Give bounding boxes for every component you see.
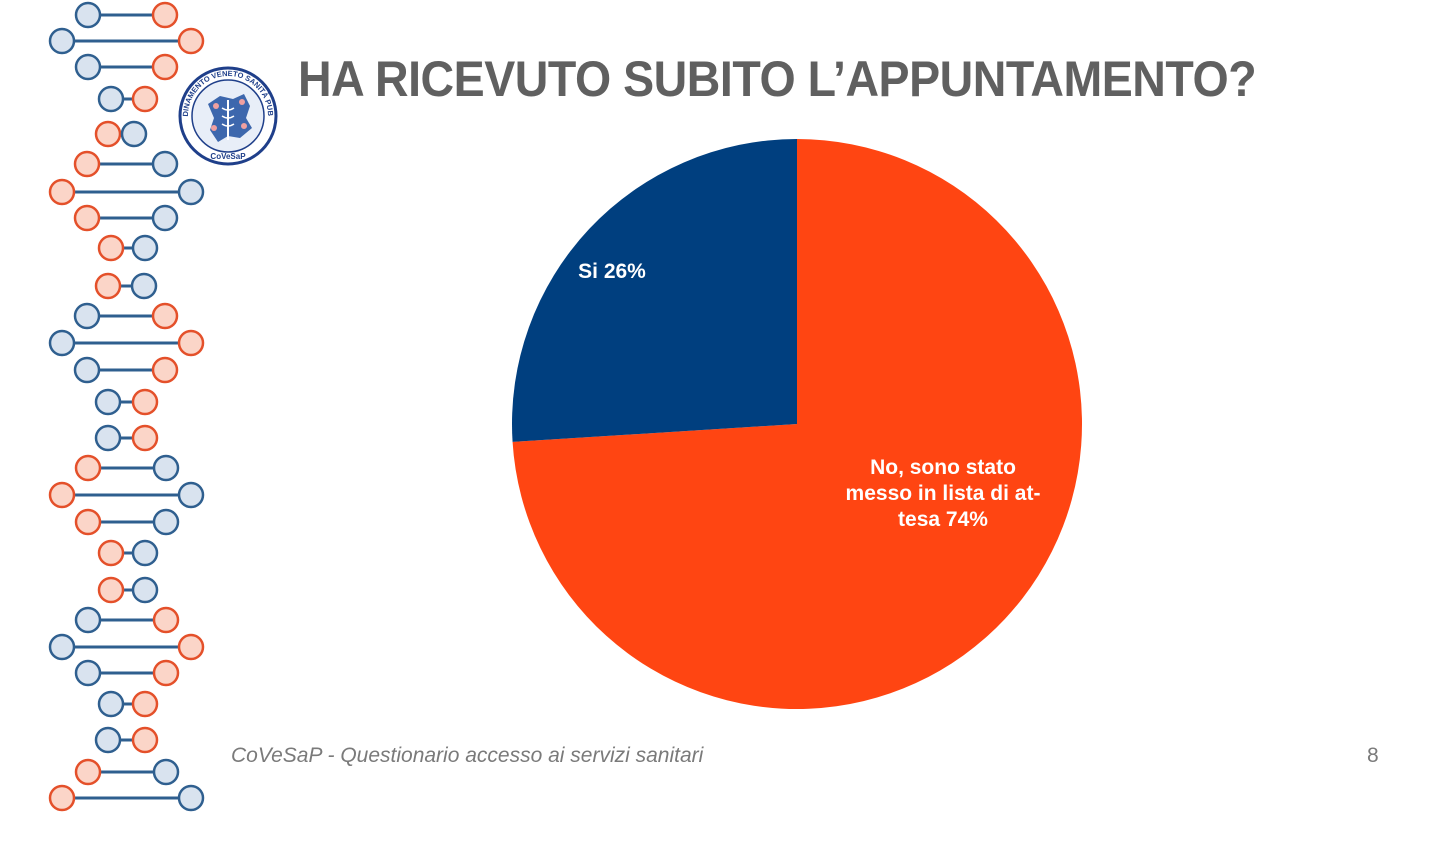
dna-bead (177, 784, 205, 812)
dna-bead (151, 1, 179, 29)
dna-bead (177, 633, 205, 661)
dna-bead (94, 388, 122, 416)
dna-bead (131, 234, 159, 262)
dna-bead (131, 85, 159, 113)
dna-bead (152, 454, 180, 482)
pie-label-line: No, sono stato (870, 456, 1016, 479)
dna-bead (131, 424, 159, 452)
pie-slice-si (511, 139, 797, 442)
dna-bead (151, 204, 179, 232)
pie-label-line: messo in lista di at- (846, 482, 1041, 505)
pie-label-line: Si 26% (578, 260, 646, 283)
dna-bead (74, 1, 102, 29)
dna-bead (177, 178, 205, 206)
pie-slices (511, 139, 1082, 709)
pie-labels: No, sono stato messo in lista di at-tesa … (578, 260, 1040, 531)
dna-bead (130, 272, 158, 300)
dna-helix-decoration (48, 1, 205, 812)
dna-bead (177, 27, 205, 55)
dna-bead (131, 388, 159, 416)
dna-bead (94, 120, 122, 148)
dna-bead (73, 204, 101, 232)
dna-bead (74, 454, 102, 482)
dna-bead (151, 356, 179, 384)
dna-bead (97, 234, 125, 262)
dna-bead (120, 120, 148, 148)
dna-bead (131, 539, 159, 567)
dna-bead (48, 27, 76, 55)
dna-bead (177, 481, 205, 509)
dna-bead (152, 508, 180, 536)
dna-bead (152, 758, 180, 786)
dna-bead (48, 633, 76, 661)
dna-bead (74, 53, 102, 81)
page-number: 8 (1367, 744, 1379, 767)
dna-bead (94, 424, 122, 452)
dna-bead (74, 659, 102, 687)
dna-bead (151, 302, 179, 330)
dna-bead (97, 576, 125, 604)
dna-bead (73, 302, 101, 330)
dna-bead (151, 53, 179, 81)
dna-bead (152, 606, 180, 634)
dna-bead (94, 272, 122, 300)
dna-bead (131, 576, 159, 604)
dna-bead (48, 329, 76, 357)
pie-slice-no (512, 139, 1082, 709)
dna-bead (151, 150, 179, 178)
covesap-logo: COORDINAMENTO VENETO SANITÀ PUBBLICA CoV… (178, 66, 278, 166)
dna-bead (48, 784, 76, 812)
footer-text: CoVeSaP - Questionario accesso ai serviz… (231, 744, 704, 767)
slide-title: HA RICEVUTO SUBITO L’APPUNTAMENTO? (298, 51, 1257, 107)
dna-bead (97, 85, 125, 113)
dna-bead (97, 690, 125, 718)
dna-bead (73, 150, 101, 178)
dna-bead (177, 329, 205, 357)
dna-bead (74, 508, 102, 536)
dna-bead (74, 606, 102, 634)
dna-bead (48, 178, 76, 206)
dna-bead (131, 726, 159, 754)
dna-bead (152, 659, 180, 687)
pie-label-si: Si 26% (578, 260, 646, 283)
dna-bead (48, 481, 76, 509)
dna-bead (74, 758, 102, 786)
pie-label-line: tesa 74% (898, 508, 988, 531)
dna-bead (73, 356, 101, 384)
dna-bead (94, 726, 122, 754)
dna-bead (97, 539, 125, 567)
pie-label-no: No, sono stato messo in lista di at-tesa … (846, 456, 1041, 531)
logo-short-name: CoVeSaP (210, 152, 246, 161)
dna-bead (131, 690, 159, 718)
